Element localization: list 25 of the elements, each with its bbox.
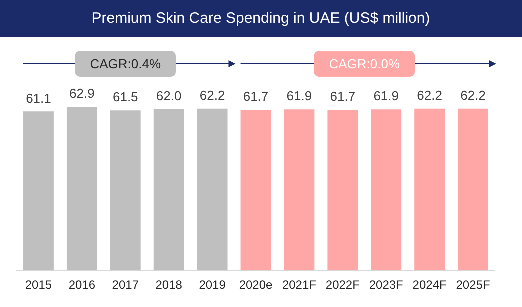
text: CAGR:0.4% xyxy=(90,56,162,72)
x-tick-label: 2024F xyxy=(412,278,447,292)
x-tick-label: 2017 xyxy=(112,278,140,292)
data-label: 61.7 xyxy=(330,89,356,104)
data-label: 62.2 xyxy=(200,88,226,103)
data-label: 61.5 xyxy=(112,90,138,105)
chart-title: Premium Skin Care Spending in UAE (US$ million) xyxy=(0,0,522,37)
x-tick-label: 2016 xyxy=(68,278,96,292)
x-tick-label: 2015 xyxy=(25,278,52,292)
data-label: 61.7 xyxy=(243,89,269,104)
data-label: 62.2 xyxy=(417,88,442,103)
x-tick-label: 2020e xyxy=(239,278,274,292)
x-tick-label: 2021F xyxy=(282,278,316,292)
data-label: 61.1 xyxy=(26,90,52,106)
text: CAGR:0.0% xyxy=(329,56,400,72)
x-tick-label: 2025F xyxy=(456,278,490,292)
x-tick-label: 2023F xyxy=(369,278,404,292)
x-tick-label: 2018 xyxy=(156,278,183,292)
data-label: 62.0 xyxy=(156,88,182,104)
data-label: 61.9 xyxy=(374,88,400,104)
x-tick-label: 2022F xyxy=(326,278,360,292)
data-label: 62.2 xyxy=(460,88,486,103)
x-tick-label: 2019 xyxy=(199,278,226,292)
data-label: 61.9 xyxy=(286,88,312,104)
data-label: 62.9 xyxy=(70,86,95,102)
